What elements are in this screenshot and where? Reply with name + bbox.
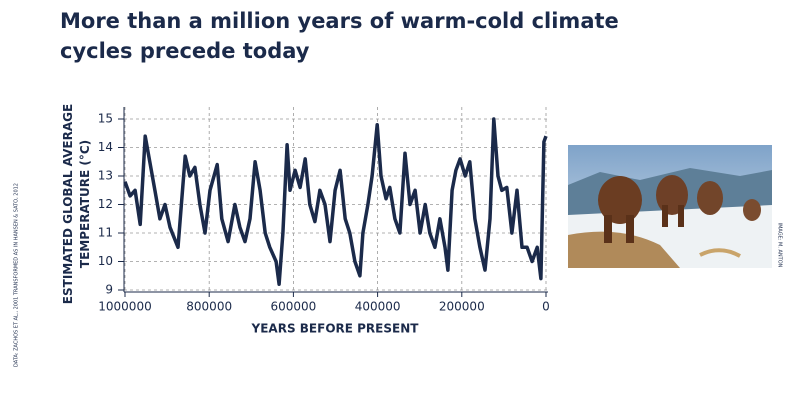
- y-tick-label: 9: [105, 283, 113, 297]
- chart-title: More than a million years of warm-cold c…: [60, 9, 619, 63]
- y-tick-label: 14: [98, 140, 113, 154]
- x-axis-title: YEARS BEFORE PRESENT: [251, 322, 420, 336]
- y-tick-label: 13: [98, 169, 113, 183]
- y-tick-label: 15: [98, 112, 113, 126]
- x-tick-label: 200000: [439, 300, 485, 314]
- x-tick-label: 400000: [355, 300, 401, 314]
- y-tick-label: 12: [98, 197, 113, 211]
- y-tick-label: 11: [98, 226, 113, 240]
- x-tick-label: 0: [542, 300, 550, 314]
- y-axis-title: ESTIMATED GLOBAL AVERAGE TEMPERATURE (°C): [61, 104, 92, 304]
- x-tick-label: 1000000: [98, 300, 151, 314]
- temperature-line: [123, 117, 548, 287]
- y-tick-label: 10: [98, 254, 113, 268]
- x-tick-label: 800000: [186, 300, 232, 314]
- x-tick-label: 600000: [270, 300, 316, 314]
- illustration: [568, 145, 772, 268]
- source-note: DATA: ZACHOS ET AL., 2001 TRANSFORMED AS…: [14, 183, 20, 367]
- image-credit: IMAGE: M. ANTON: [777, 223, 783, 268]
